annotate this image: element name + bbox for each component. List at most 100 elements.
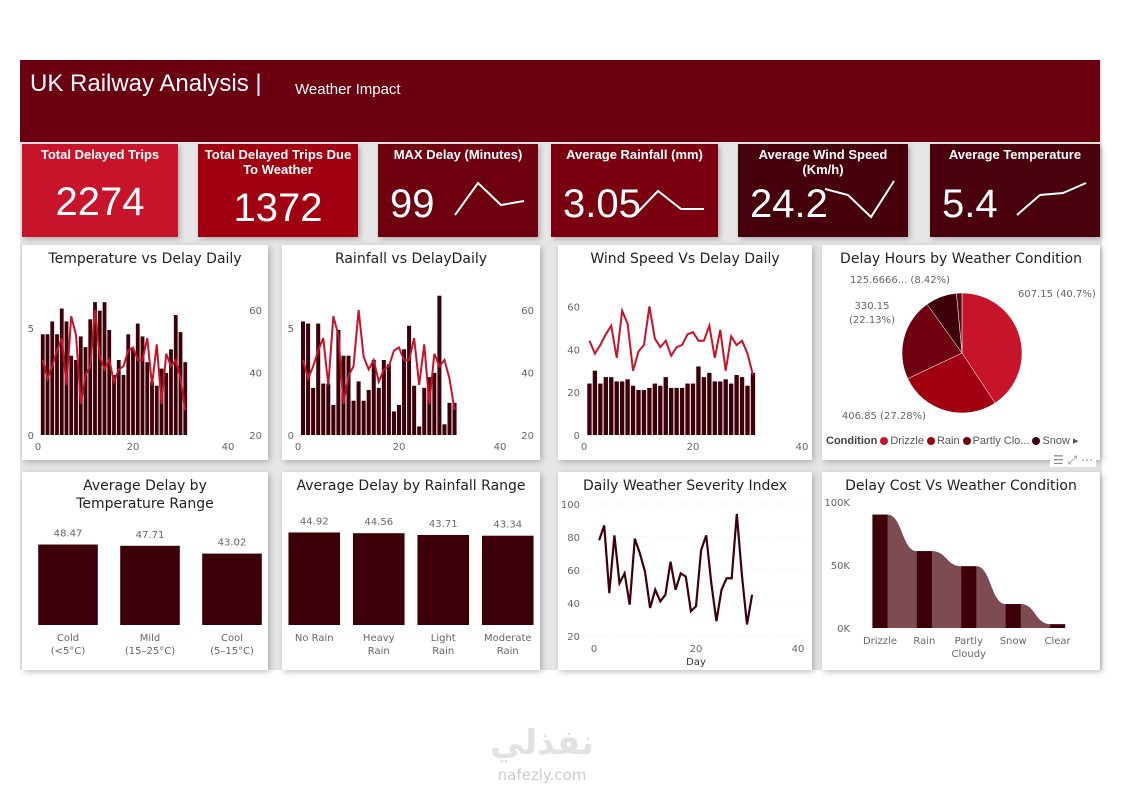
category-label-line: (5–15°C) [210, 646, 254, 657]
bar [872, 514, 888, 628]
y-tick-label: 5 [288, 324, 294, 335]
bar [630, 385, 636, 435]
bar [739, 377, 745, 435]
x-axis-label: Day [686, 657, 706, 668]
bar [321, 383, 326, 435]
bar [407, 325, 412, 435]
category-label: No Rain [295, 633, 334, 644]
legend-item[interactable]: Snow [1029, 435, 1070, 447]
chart-panel[interactable]: 44.92 No Rain 44.56 Heavy Rain 43.71 Light Rain… [282, 472, 540, 670]
focus-mode-icon[interactable]: ⤢ [1067, 453, 1078, 467]
bar [145, 362, 150, 435]
bar [97, 310, 102, 435]
y-tick-label: 60 [567, 566, 580, 577]
y-tick-label: 0 [574, 431, 580, 442]
bar [154, 385, 159, 435]
bar [712, 381, 717, 435]
bar [164, 372, 169, 435]
chart-panel[interactable]: 0 20 40 0 5 20 40 60 Rainfall vs DelayDaily [282, 245, 540, 460]
category-label-line: Heavy [363, 633, 395, 644]
dashboard: UK Railway Analysis | Weather Impact Tot… [20, 60, 1102, 670]
page-subtitle: Weather Impact [295, 81, 401, 98]
category-label: Rain [913, 636, 935, 647]
legend-dot [962, 437, 971, 445]
y2-tick-label: 40 [521, 369, 534, 380]
bar [150, 381, 154, 435]
y2-tick-label: 20 [249, 431, 262, 442]
chart-svg: 0 20 40 0 20 40 60 [567, 302, 808, 453]
x-tick-label: 0 [295, 442, 301, 453]
bar [587, 383, 592, 435]
kpi-card[interactable]: Average Wind Speed (Km/h) 24.2 [738, 144, 908, 237]
chart-panel[interactable]: 0 20 40 0 5 20 40 60 Temperature vs Delay Daily [22, 245, 268, 460]
bar [74, 360, 78, 435]
legend-item[interactable]: Partly Clo... [960, 435, 1029, 447]
legend-item[interactable]: Drizzle [877, 435, 924, 447]
x-tick-label: 40 [792, 644, 805, 655]
bar [723, 379, 728, 435]
y2-tick-label: 60 [249, 306, 262, 317]
data-label: 44.92 [300, 516, 329, 527]
kpi-label: Average Rainfall (mm) [566, 147, 703, 162]
chart-svg: 607.15 (40.7%) 406.85 (27.28%) 125.6666...… [842, 275, 1096, 422]
page-title: UK Railway Analysis | [30, 70, 262, 97]
y-tick-label: 80 [567, 533, 580, 544]
sparkline-path [1016, 182, 1087, 216]
y-tick-label: 100 [561, 500, 580, 511]
kpi-label: Total Delayed Trips [40, 147, 160, 162]
y-tick-label: 50K [831, 561, 851, 572]
chart-title: Rainfall vs DelayDaily [334, 251, 488, 267]
severity-line [598, 513, 754, 625]
x-tick-label: 20 [393, 442, 406, 453]
legend-next-arrow[interactable]: ▸ [1073, 435, 1079, 447]
chart-panel[interactable]: 20 40 60 80 100 0 20 40 Day Daily Weather Severit… [558, 472, 812, 670]
visual-toolbar: ☰ ⤢ ⋯ [1049, 453, 1096, 467]
category-label: Drizzle [863, 636, 897, 647]
bar [288, 532, 341, 625]
bar [916, 551, 932, 628]
kpi-card[interactable]: Average Temperature 5.4 [930, 144, 1100, 237]
legend-dot [1032, 437, 1041, 445]
legend-item[interactable]: Rain [924, 435, 960, 447]
data-label: 43.34 [493, 520, 522, 531]
bar [609, 377, 614, 435]
bar [427, 377, 432, 435]
bar [169, 349, 173, 435]
bar [120, 545, 180, 625]
y2-tick-label: 60 [521, 306, 534, 317]
data-label: 47.71 [136, 530, 165, 541]
kpi-value: 3.05 [563, 182, 641, 226]
bar [728, 383, 734, 435]
bar [432, 372, 437, 435]
category-label: Mild (15–25°C) [125, 633, 175, 657]
kpi-value: 5.4 [942, 182, 998, 226]
filter-icon[interactable]: ☰ [1052, 453, 1064, 467]
sparkline [824, 180, 895, 219]
bar [371, 360, 376, 435]
kpi-card[interactable]: Average Rainfall (mm) 3.05 [551, 144, 718, 237]
bar [707, 372, 712, 435]
bar [663, 377, 668, 435]
pie-slice [956, 292, 963, 354]
kpi-card[interactable]: Total Delayed Trips Due To Weather 1372 [198, 144, 358, 237]
chart-panel[interactable]: 607.15 (40.7%) 406.85 (27.28%) 125.6666...… [822, 245, 1100, 467]
bar [38, 544, 98, 625]
bar [50, 321, 55, 435]
bar [386, 364, 391, 435]
bar [652, 383, 658, 435]
x-tick-label: 40 [222, 442, 235, 453]
more-options-icon[interactable]: ⋯ [1081, 453, 1093, 467]
bar [447, 402, 452, 435]
chart-title: Temperature vs Delay Daily [48, 251, 242, 267]
bar [625, 379, 630, 435]
chart-panel[interactable]: 48.47 Cold (<5°C) 47.71 Mild (15–25°C) 43.02 Co… [22, 472, 268, 670]
chart-panel[interactable]: 0K 50K 100K Drizzle Rain Partly Cloudy Snow Clea… [822, 472, 1100, 670]
kpi-card[interactable]: MAX Delay (Minutes) 99 [378, 144, 538, 237]
kpi-card[interactable]: Total Delayed Trips 2274 [22, 144, 178, 237]
category-label-line: Rain [432, 646, 454, 657]
bar [696, 366, 701, 435]
chart-panel[interactable]: 0 20 40 0 20 40 60 Wind Speed Vs Delay Daily [558, 245, 812, 460]
bar [402, 349, 407, 435]
bar [1005, 604, 1021, 628]
watermark-logo: نفذلي nafezly.com [490, 723, 595, 784]
